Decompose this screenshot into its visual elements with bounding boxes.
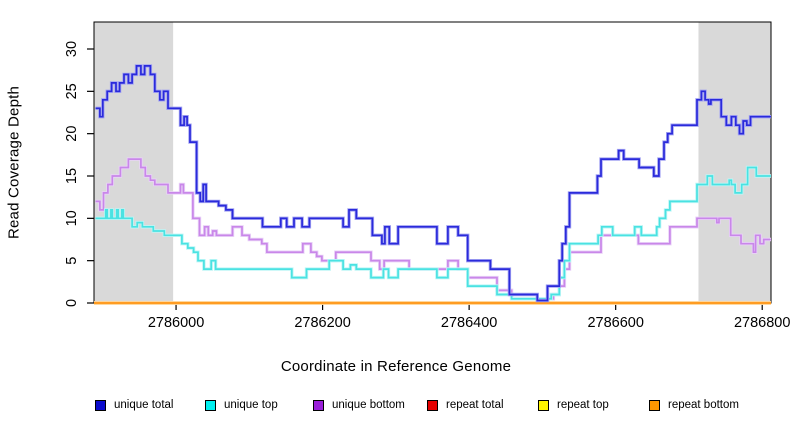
- y-tick-label: 5: [64, 257, 80, 265]
- x-tick-label: 2786200: [294, 315, 350, 331]
- y-tick-label: 30: [64, 41, 80, 57]
- legend-label: unique total: [114, 399, 174, 411]
- unique-bottom-line: [95, 158, 771, 300]
- legend-item-unique-bottom: unique bottom: [313, 397, 405, 413]
- unique-top-line: [95, 166, 771, 300]
- chart-legend: unique total unique top unique bottom repea…: [0, 397, 792, 417]
- legend-swatch-icon: [538, 399, 549, 411]
- legend-label: unique top: [224, 399, 278, 411]
- legend-item-unique-total: unique total: [95, 397, 173, 413]
- legend-swatch-icon: [313, 399, 324, 411]
- x-tick-label: 2786000: [148, 315, 204, 331]
- x-axis-title: Coordinate in Reference Genome: [280, 358, 512, 375]
- legend-label: repeat total: [446, 399, 504, 411]
- legend-swatch-icon: [427, 399, 438, 411]
- right-repeat-region: [698, 22, 771, 303]
- y-tick-label: 0: [64, 299, 80, 307]
- legend-swatch-icon: [95, 399, 106, 411]
- legend-item-unique-top: unique top: [205, 397, 278, 413]
- legend-label: repeat top: [557, 399, 609, 411]
- y-axis-title: Read Coverage Depth: [5, 85, 23, 240]
- legend-label: repeat bottom: [668, 399, 739, 411]
- legend-swatch-icon: [205, 399, 216, 411]
- legend-item-repeat-total: repeat total: [427, 397, 504, 413]
- legend-item-repeat-top: repeat top: [538, 397, 609, 413]
- legend-item-repeat-bottom: repeat bottom: [649, 397, 739, 413]
- y-tick-label: 20: [64, 126, 80, 142]
- left-repeat-region: [94, 22, 174, 303]
- x-tick-label: 2786600: [587, 315, 643, 331]
- legend-swatch-icon: [649, 399, 660, 411]
- y-tick-label: 10: [64, 210, 80, 226]
- legend-label: unique bottom: [332, 399, 405, 411]
- x-tick-label: 2786800: [734, 315, 790, 331]
- y-tick-label: 25: [64, 83, 80, 99]
- x-tick-label: 2786400: [441, 315, 497, 331]
- unique-total-line: [95, 65, 771, 302]
- y-tick-label: 15: [64, 168, 80, 184]
